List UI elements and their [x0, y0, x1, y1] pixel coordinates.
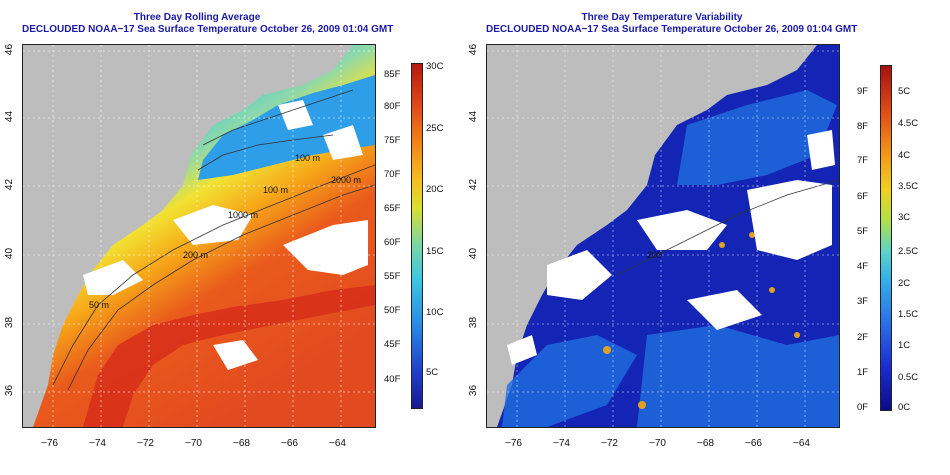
cbar-label-c: 0.5C: [898, 372, 919, 383]
cbar-label-c: 3.5C: [898, 181, 919, 192]
right-title: Three Day Temperature Variability: [581, 12, 743, 23]
lat-label: 44: [4, 110, 16, 123]
lat-label: 40: [468, 247, 480, 260]
variability-patches: [502, 90, 839, 427]
cbar-label-f: 80F: [384, 101, 401, 112]
lat-label: 40: [4, 247, 16, 260]
lon-label: −68: [697, 438, 714, 449]
lat-label: 38: [468, 316, 480, 329]
cbar-label-f: 75F: [384, 135, 401, 146]
cbar-label-f: 45F: [384, 339, 401, 350]
contour-label: 50 m: [89, 300, 110, 310]
cbar-label-f: 65F: [384, 203, 401, 214]
lat-label: 36: [4, 384, 16, 397]
high-variability-spots: [603, 232, 800, 409]
right-subtitle: DECLOUDED NOAA−17 Sea Surface Temperatur…: [486, 24, 858, 35]
lon-label: −72: [137, 438, 154, 449]
grid-lines: [23, 45, 375, 427]
left-title: Three Day Rolling Average: [133, 12, 261, 23]
grid-lines: [487, 45, 839, 427]
gulf-stream: [83, 285, 375, 427]
cbar-label-c: 3C: [898, 212, 911, 223]
cbar-label-f: 0F: [857, 402, 869, 413]
lat-label: 44: [468, 110, 480, 123]
lon-label: −70: [185, 438, 202, 449]
cbar-label-f: 8F: [857, 121, 869, 132]
right-map-graphic: [487, 45, 839, 427]
cbar-label-c: 10C: [426, 307, 444, 318]
lat-label: 38: [4, 316, 16, 329]
right-colorbar: [880, 65, 892, 411]
lon-label: −76: [505, 438, 522, 449]
cbar-label-f: 60F: [384, 237, 401, 248]
cbar-label-c: 4.5C: [898, 118, 919, 129]
cbar-label-c: 20C: [426, 184, 444, 195]
contour-label: 1000 m: [228, 210, 259, 220]
lon-label: −70: [649, 438, 666, 449]
lat-label: 46: [4, 43, 16, 56]
lat-label: 36: [468, 384, 480, 397]
cbar-label-c: 1.5C: [898, 309, 919, 320]
contour-label: 200 m: [183, 250, 209, 260]
cbar-label-f: 85F: [384, 69, 401, 80]
left-colorbar: [411, 63, 423, 409]
lon-label: −74: [89, 438, 106, 449]
lon-label: −66: [281, 438, 298, 449]
lon-label: −64: [329, 438, 346, 449]
lon-label: −76: [41, 438, 58, 449]
cbar-label-c: 5C: [898, 86, 911, 97]
gulf-of-maine: [198, 75, 375, 180]
contour-label: 100 m: [295, 153, 321, 163]
cbar-label-f: 2F: [857, 332, 869, 343]
left-sst-map: 100 m 100 m 2000 m 1000 m 200 m 50 m: [22, 44, 376, 428]
lon-label: −66: [745, 438, 762, 449]
contour-label: 200: [647, 250, 663, 260]
left-subtitle: DECLOUDED NOAA−17 Sea Surface Temperatur…: [22, 24, 394, 35]
cbar-label-c: 15C: [426, 246, 444, 257]
right-variability-map: 200: [486, 44, 840, 428]
lat-label: 42: [468, 178, 480, 191]
lat-label: 42: [4, 178, 16, 191]
lon-label: −64: [793, 438, 810, 449]
cbar-label-f: 7F: [857, 155, 869, 166]
cbar-label-f: 9F: [857, 86, 869, 97]
cbar-label-f: 3F: [857, 296, 869, 307]
contour-label: 2000 m: [331, 175, 362, 185]
cbar-label-c: 25C: [426, 123, 444, 134]
cbar-label-c: 30C: [426, 61, 444, 72]
cbar-label-c: 0C: [898, 402, 911, 413]
cloud-gaps: [507, 130, 835, 365]
left-map-graphic: [23, 45, 375, 427]
bathymetry-contours: [52, 89, 375, 391]
cbar-label-f: 4F: [857, 261, 869, 272]
bathymetry-contours: [616, 179, 839, 276]
cbar-label-c: 1C: [898, 340, 911, 351]
cloud-gaps: [83, 100, 368, 370]
lon-label: −68: [233, 438, 250, 449]
cbar-label-c: 2C: [898, 278, 911, 289]
lat-label: 46: [468, 43, 480, 56]
cbar-label-f: 40F: [384, 374, 401, 385]
cbar-label-f: 5F: [857, 226, 869, 237]
cbar-label-f: 70F: [384, 169, 401, 180]
cbar-label-f: 55F: [384, 271, 401, 282]
contour-label: 100 m: [263, 185, 289, 195]
cbar-label-f: 50F: [384, 305, 401, 316]
cbar-label-c: 2.5C: [898, 246, 919, 257]
lon-label: −72: [601, 438, 618, 449]
cbar-label-c: 4C: [898, 150, 911, 161]
cbar-label-f: 1F: [857, 367, 869, 378]
lon-label: −74: [553, 438, 570, 449]
cbar-label-f: 6F: [857, 191, 869, 202]
cbar-label-c: 5C: [426, 367, 439, 378]
